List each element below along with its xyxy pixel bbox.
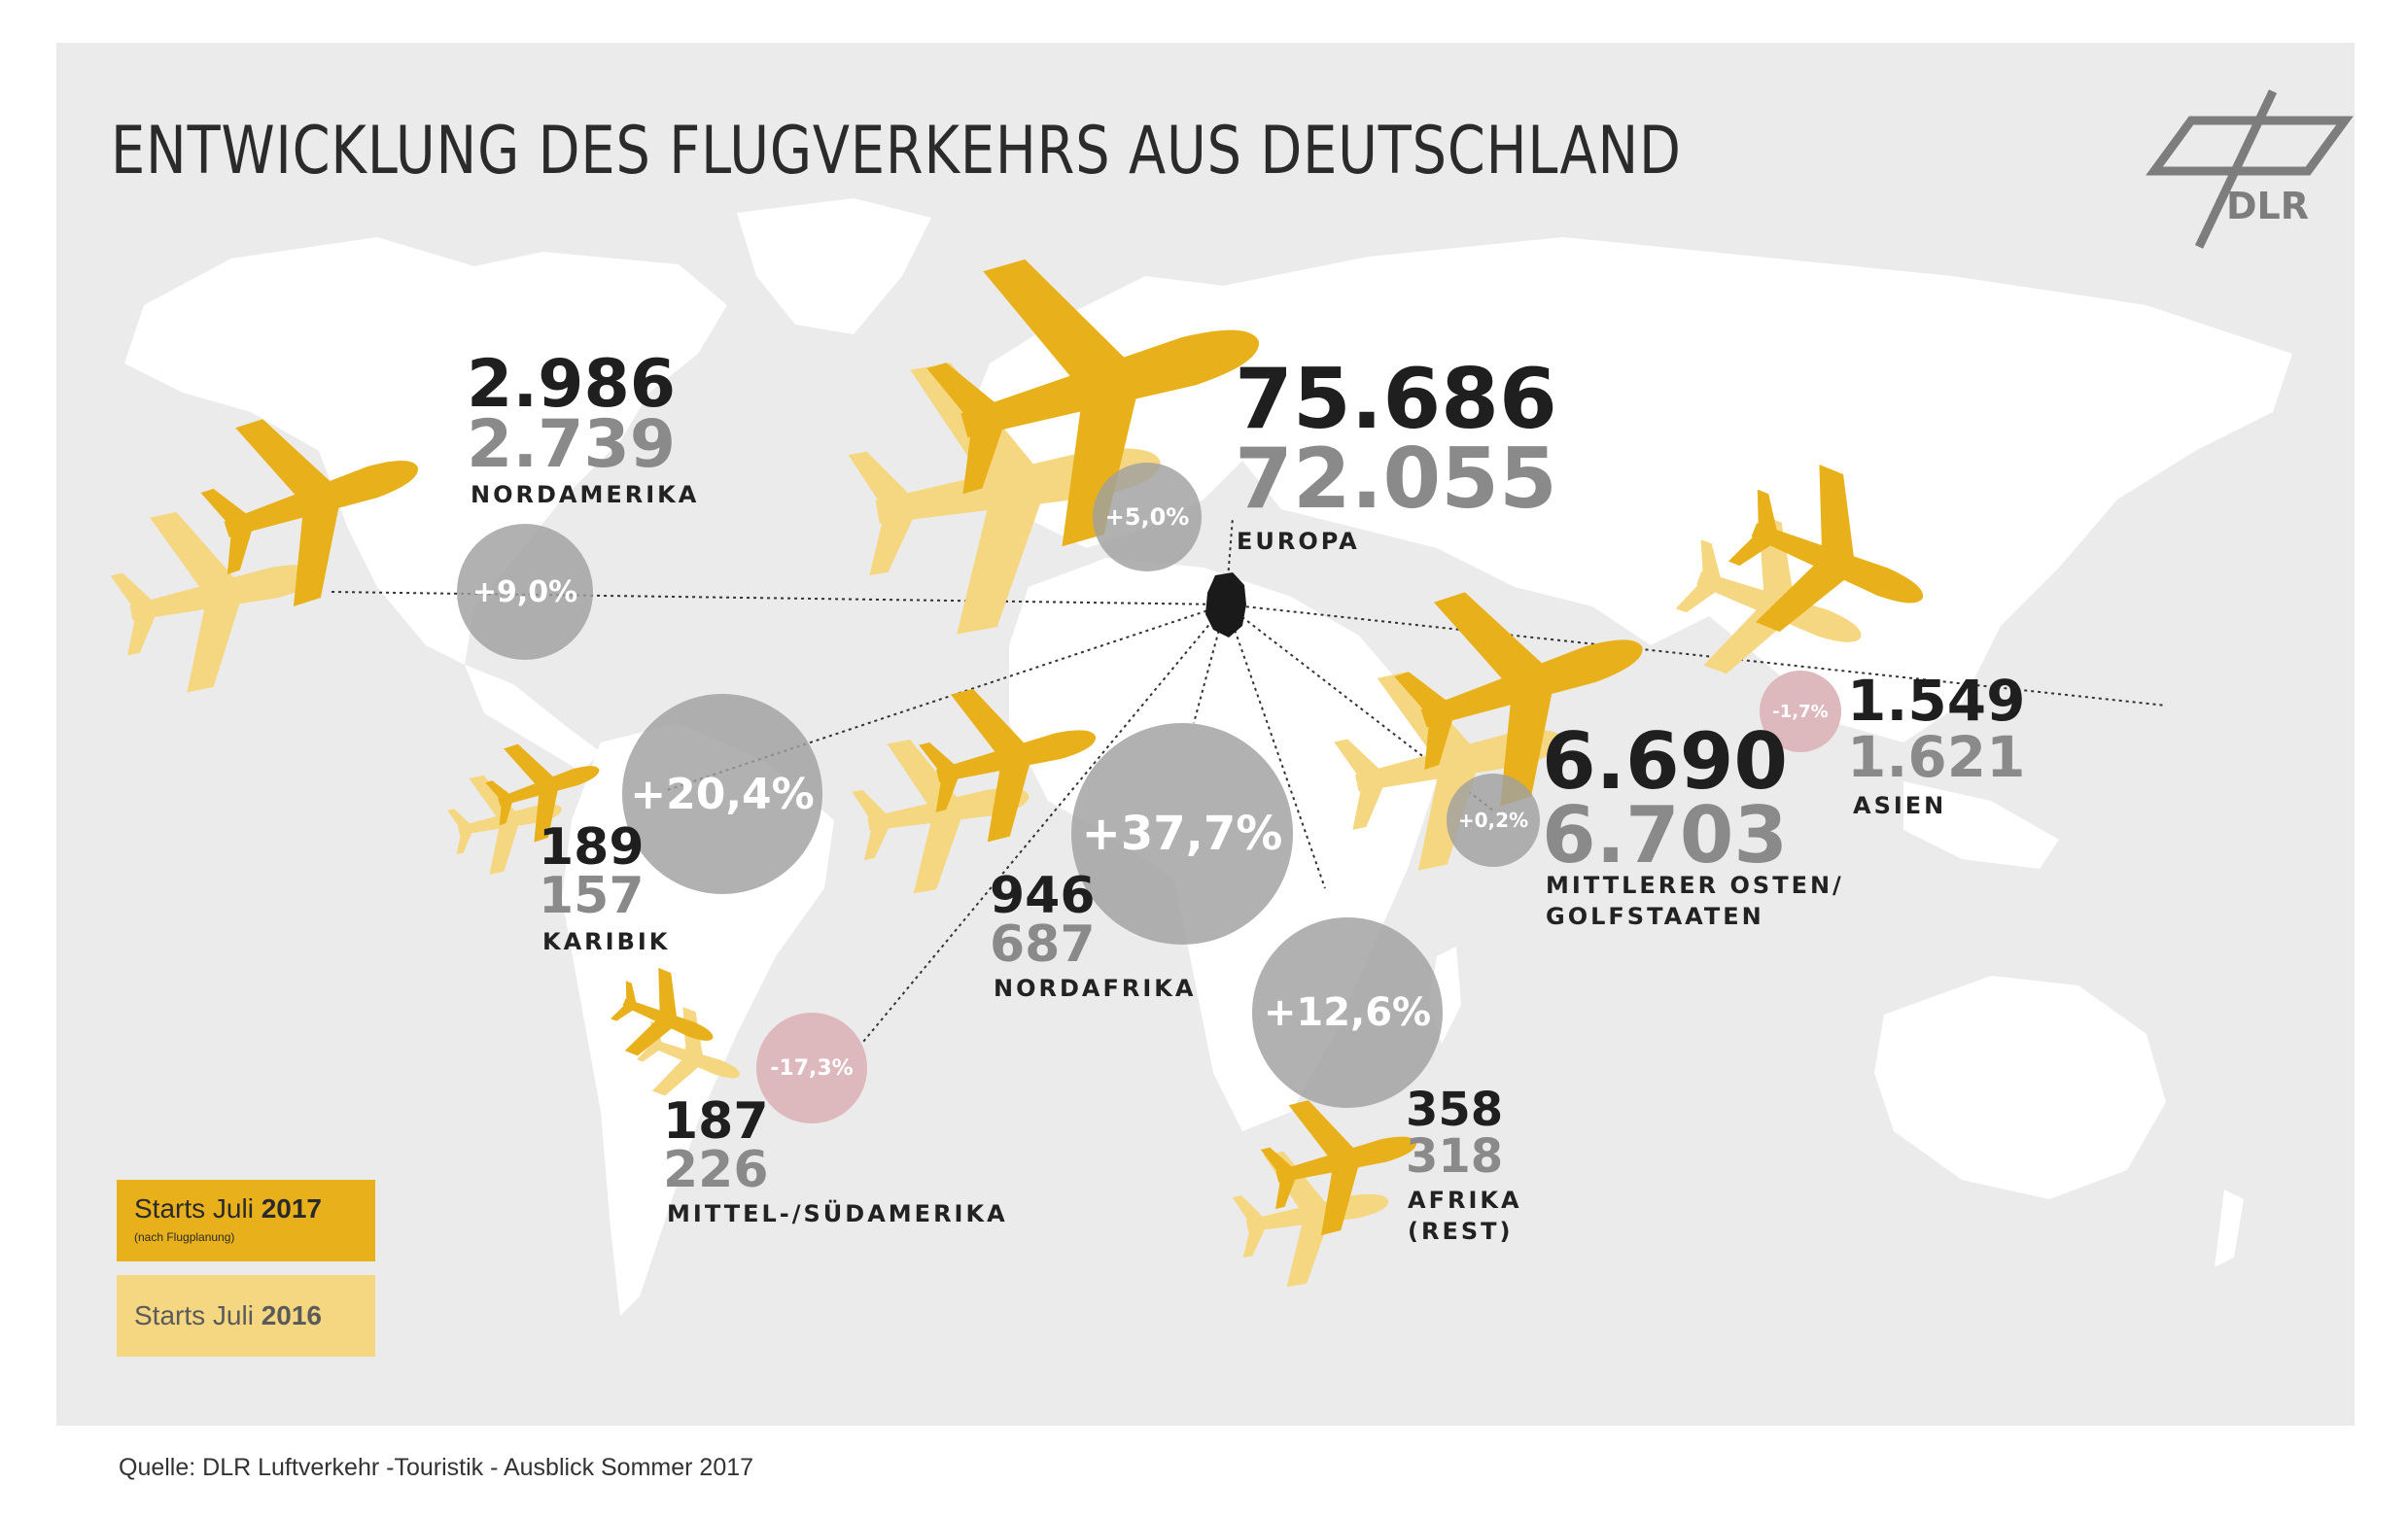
north-america-land	[124, 237, 727, 665]
line-mittel-suedamerika	[853, 604, 1227, 1054]
nordafrika-2017-value: 946	[990, 867, 1096, 925]
legend-2016-text: Starts Juli 2016	[134, 1300, 322, 1331]
mittel-suedamerika-label: MITTEL-/SÜDAMERIKA	[667, 1200, 1008, 1227]
mittlerer-osten-change-badge: +0,2%	[1447, 774, 1540, 867]
nordafrika-change-badge: +37,7%	[1071, 723, 1293, 945]
afrika-rest-label-line2: (REST)	[1408, 1218, 1514, 1245]
karibik-2016-value: 157	[539, 867, 645, 925]
mittel-suedamerika-2017-value: 187	[663, 1092, 769, 1151]
karibik-label: KARIBIK	[542, 928, 671, 955]
legend-2017: Starts Juli 2017 (nach Flugplanung)	[117, 1180, 375, 1261]
infographic-panel: ENTWICKLUNG DES FLUGVERKEHRS AUS DEUTSCH…	[56, 43, 2355, 1426]
europa-change-badge: +5,0%	[1093, 463, 1202, 571]
mittlerer-osten-label-line2: GOLFSTAATEN	[1546, 903, 1764, 930]
afrika-rest-change-badge: +12,6%	[1252, 917, 1443, 1108]
new-zealand-land	[2215, 1190, 2244, 1267]
europa-2016-value: 72.055	[1235, 431, 1557, 528]
line-asien	[1225, 604, 2167, 707]
mittel-suedamerika-2016-value: 226	[663, 1141, 769, 1199]
mittel-suedamerika-change-badge: -17,3%	[756, 1013, 867, 1123]
legend-2017-text: Starts Juli 2017	[134, 1193, 322, 1225]
nordafrika-label: NORDAFRIKA	[994, 975, 1197, 1002]
legend-2017-prefix: Starts Juli	[134, 1193, 262, 1224]
asien-2016-value: 1.621	[1847, 724, 2026, 790]
afrika-rest-2016-value: 318	[1406, 1129, 1504, 1184]
mittlerer-osten-label-line1: MITTLERER OSTEN/	[1546, 872, 1844, 899]
legend-2017-note: (nach Flugplanung)	[134, 1230, 235, 1244]
karibik-change-badge: +20,4%	[622, 694, 822, 894]
asien-2017-value: 1.549	[1847, 668, 2026, 734]
germany-shape	[1205, 572, 1246, 638]
dlr-logo-text: DLR	[2226, 185, 2310, 227]
mittlerer-osten-2016-value: 6.703	[1542, 790, 1789, 880]
nordamerika-label: NORDAMERIKA	[471, 481, 700, 508]
europa-2017-value: 75.686	[1235, 351, 1557, 448]
nordafrika-2016-value: 687	[990, 915, 1096, 974]
mittlerer-osten-2017-value: 6.690	[1542, 716, 1789, 807]
line-afrika-rest	[1225, 604, 1326, 889]
legend-2016-year: 2016	[261, 1300, 322, 1330]
europa-label: EUROPA	[1237, 528, 1360, 555]
legend-2017-year: 2017	[261, 1193, 322, 1224]
southeast-asia-land	[1903, 781, 2059, 869]
australia-land	[1874, 976, 2166, 1199]
dlr-logo-icon	[2146, 89, 2354, 249]
nordamerika-change-badge: +9,0%	[457, 524, 593, 660]
karibik-2017-value: 189	[539, 818, 645, 877]
afrika-rest-label-line1: AFRIKA	[1408, 1187, 1522, 1214]
source-note: Quelle: DLR Luftverkehr -Touristik - Aus…	[119, 1454, 754, 1481]
central-america-land	[465, 665, 601, 772]
asien-change-badge: -1,7%	[1760, 671, 1841, 752]
asien-label: ASIEN	[1853, 792, 1947, 819]
nordamerika-2017-value: 2.986	[467, 346, 677, 423]
nordamerika-2016-value: 2.739	[467, 406, 677, 483]
legend-2016-prefix: Starts Juli	[134, 1300, 262, 1330]
legend-2016: Starts Juli 2016	[117, 1275, 375, 1357]
greenland-land	[737, 198, 931, 334]
page-title: ENTWICKLUNG DES FLUGVERKEHRS AUS DEUTSCH…	[111, 113, 1682, 190]
afrika-rest-2017-value: 358	[1406, 1083, 1504, 1137]
